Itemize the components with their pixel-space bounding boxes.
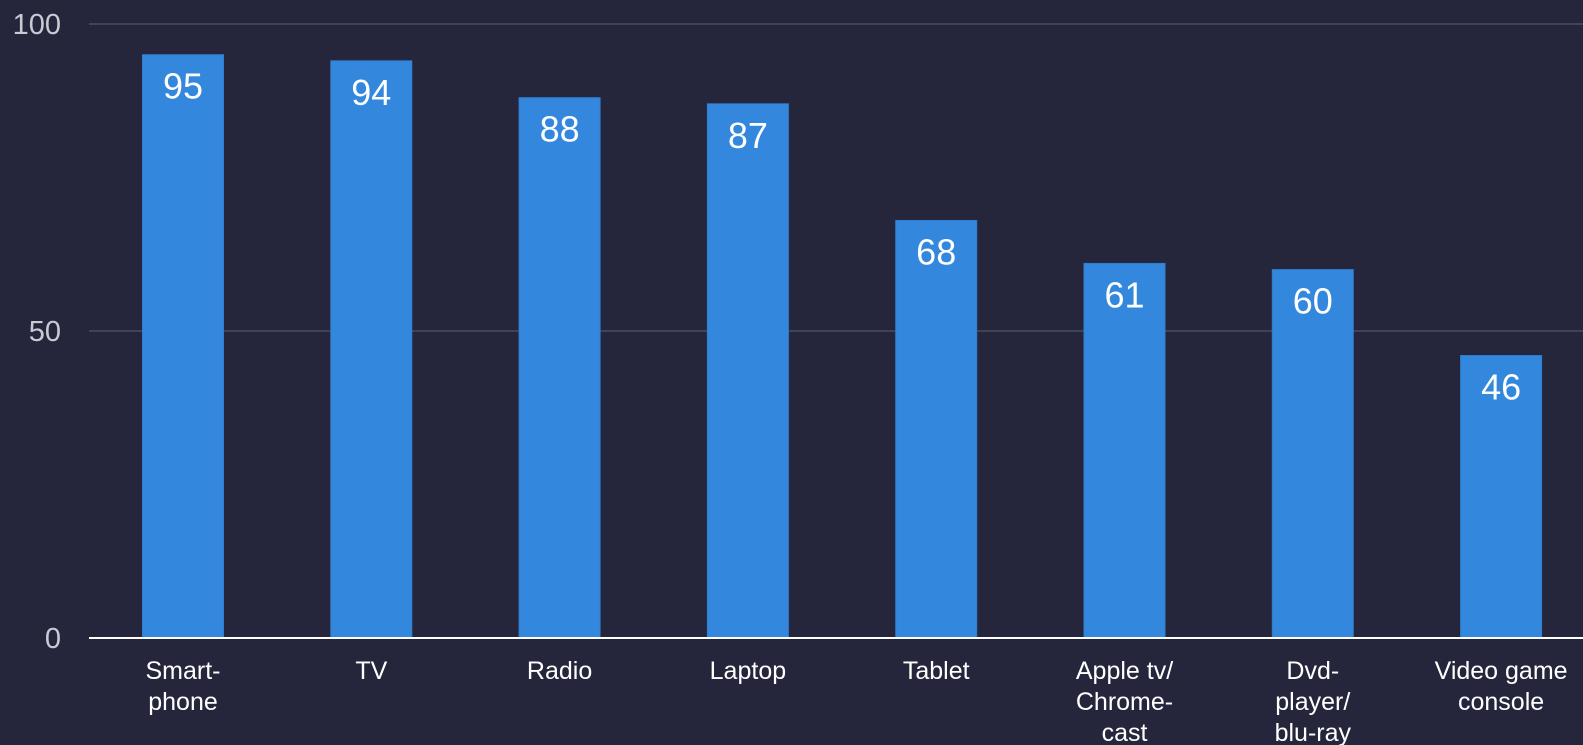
bar — [518, 97, 601, 639]
bar — [706, 103, 789, 639]
x-tick-label-line: Chrome- — [1076, 688, 1173, 716]
bars — [142, 54, 1543, 639]
data-label: 88 — [540, 109, 580, 150]
category-labels: Smart-phone TV Radio Laptop Tablet Apple tv/C… — [146, 657, 1568, 745]
x-tick-label-line: Tablet — [903, 657, 970, 685]
x-tick-label: Dvd-player/blu-ray — [1275, 657, 1352, 745]
data-label: 46 — [1481, 367, 1521, 408]
data-label: 61 — [1104, 274, 1144, 315]
bar — [895, 219, 978, 639]
x-tick-label-line: Smart- — [146, 657, 221, 685]
y-tick-label: 100 — [13, 9, 61, 41]
bar — [142, 54, 224, 639]
x-tick-label-line: blu-ray — [1275, 719, 1352, 745]
x-tick-label: TV — [355, 657, 387, 685]
x-tick-label: Laptop — [710, 657, 786, 685]
x-tick-label-line: console — [1458, 688, 1544, 716]
x-tick-label-line: TV — [355, 657, 387, 685]
bar — [1271, 269, 1354, 639]
x-tick-label-line: Laptop — [710, 657, 786, 685]
y-axis-ticks: 0 50 100 — [13, 9, 61, 655]
value-labels: 95 94 88 87 68 61 60 46 — [163, 66, 1521, 408]
data-label: 87 — [728, 115, 768, 156]
bar — [1083, 262, 1166, 639]
x-tick-label: Radio — [527, 657, 592, 685]
x-tick-label: Video game console — [1435, 657, 1568, 716]
x-tick-label-line: player/ — [1275, 688, 1350, 716]
bar — [1460, 355, 1543, 639]
x-tick-label: Tablet — [903, 657, 970, 685]
x-tick-label-line: Radio — [527, 657, 592, 685]
data-label: 95 — [163, 66, 203, 107]
y-tick-label: 50 — [29, 316, 61, 348]
x-tick-label: Apple tv/Chrome-cast — [1076, 657, 1173, 745]
x-tick-label-line: cast — [1102, 719, 1148, 745]
data-label: 60 — [1293, 281, 1333, 322]
data-label: 68 — [916, 231, 956, 272]
y-tick-label: 0 — [45, 623, 61, 655]
x-tick-label-line: Apple tv/ — [1076, 657, 1173, 685]
gridlines — [89, 23, 1583, 332]
x-tick-label: Smart-phone — [146, 657, 221, 716]
x-tick-label-line: Video game — [1435, 657, 1568, 685]
data-label: 94 — [351, 72, 391, 113]
x-tick-label-line: Dvd- — [1286, 657, 1339, 685]
x-tick-label-line: phone — [148, 688, 218, 716]
bar — [330, 60, 413, 639]
